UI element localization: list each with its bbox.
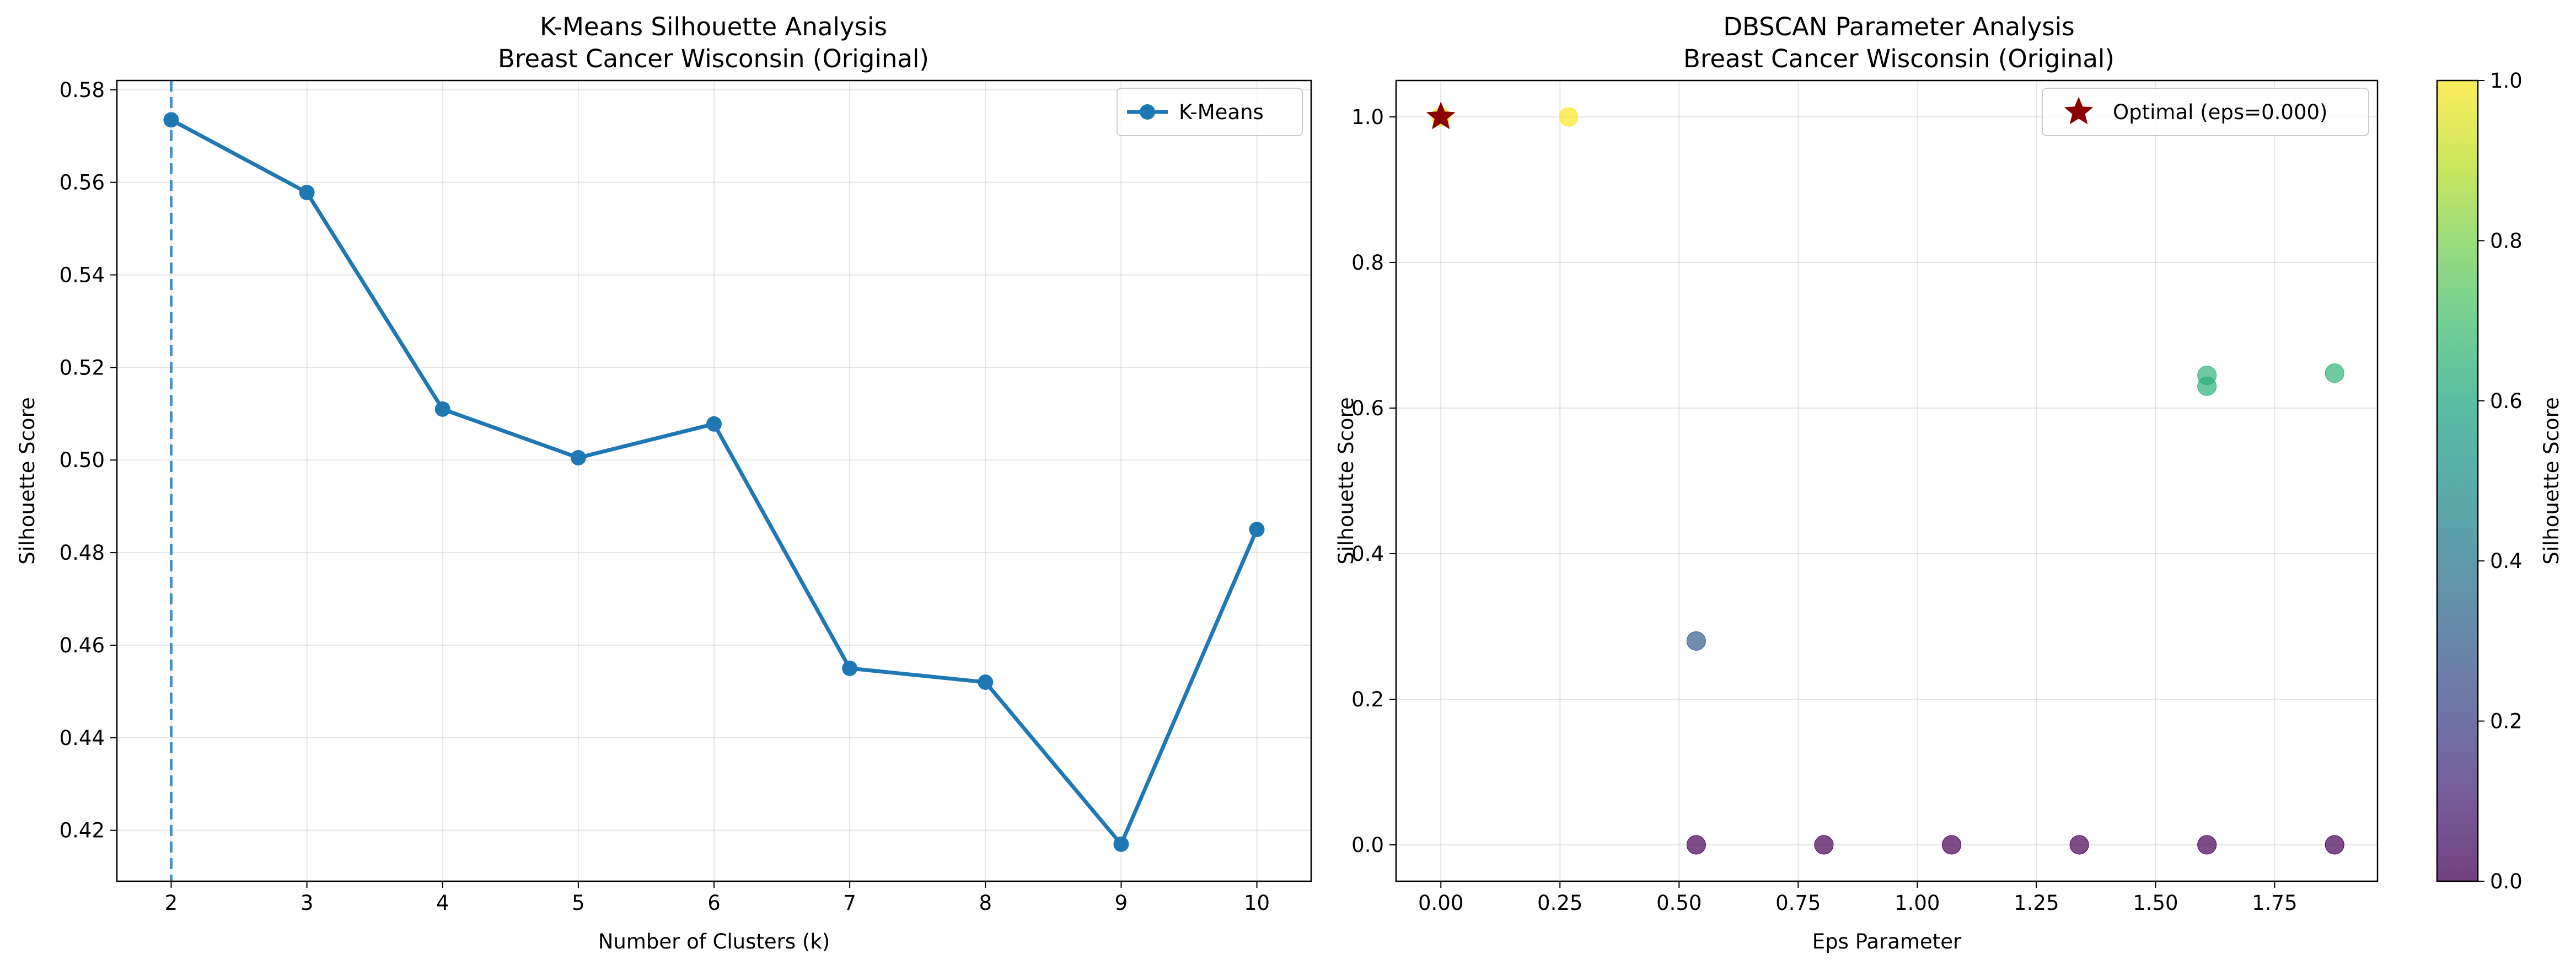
kmeans-x-axis-label: Number of Clusters (k) xyxy=(598,930,830,953)
dbscan-y-tick-label: 0.4 xyxy=(1351,542,1384,566)
dbscan-plot-frame xyxy=(1395,79,2379,882)
colorbar-tick-label: 0.0 xyxy=(2490,870,2523,893)
dbscan-legend: Optimal (eps=0.000) xyxy=(2042,88,2369,136)
kmeans-x-tick-label: 7 xyxy=(843,891,856,915)
kmeans-data-point xyxy=(706,416,722,432)
kmeans-data-point xyxy=(978,674,994,690)
kmeans-legend: K-Means xyxy=(1117,88,1303,136)
dbscan-data-point xyxy=(2325,363,2344,383)
dbscan-x-tick-label: 1.00 xyxy=(1895,891,1940,915)
dbscan-x-tick-label: 0.50 xyxy=(1656,891,1702,915)
colorbar-tick-label: 0.8 xyxy=(2490,229,2523,253)
kmeans-y-tick-label: 0.50 xyxy=(60,448,105,472)
dbscan-points xyxy=(1431,107,2344,855)
kmeans-y-tick-label: 0.52 xyxy=(60,356,105,379)
kmeans-y-tick-label: 0.58 xyxy=(60,78,105,102)
dbscan-data-point xyxy=(1942,835,1962,855)
dbscan-x-tick-label: 1.25 xyxy=(2014,891,2059,915)
dbscan-data-point xyxy=(2197,835,2217,855)
dbscan-x-tick-label: 0.75 xyxy=(1775,891,1821,915)
kmeans-x-tick-label: 8 xyxy=(979,891,992,915)
optimal-star-marker xyxy=(1426,101,1456,130)
kmeans-x-tick-label: 10 xyxy=(1244,891,1270,915)
dbscan-legend-label: Optimal (eps=0.000) xyxy=(2113,100,2327,124)
colorbar: 0.0 0.2 0.4 0.6 0.8 1.0 Silhouette Score xyxy=(2436,69,2563,893)
kmeans-y-axis-label: Silhouette Score xyxy=(15,397,39,565)
kmeans-legend-marker xyxy=(1140,104,1155,120)
kmeans-data-point xyxy=(299,185,315,201)
kmeans-x-tick-label: 6 xyxy=(707,891,721,915)
colorbar-label: Silhouette Score xyxy=(2540,397,2563,565)
kmeans-y-tick-label: 0.42 xyxy=(60,819,105,843)
kmeans-chart-title-line-1: K-Means Silhouette Analysis xyxy=(540,12,887,41)
dbscan-data-point xyxy=(2197,376,2217,396)
dbscan-x-tick-label: 0.25 xyxy=(1537,891,1582,915)
dbscan-ticks: 0.00 0.25 0.50 0.75 1.00 1.25 1.50 1.75 0.0 0.2 0.… xyxy=(1351,105,2297,915)
kmeans-chart-title-line-2: Breast Cancer Wisconsin (Original) xyxy=(498,44,929,73)
kmeans-x-tick-label: 9 xyxy=(1115,891,1128,915)
kmeans-legend-label: K-Means xyxy=(1179,100,1264,124)
kmeans-y-tick-label: 0.56 xyxy=(60,171,105,195)
kmeans-data-point xyxy=(434,401,450,417)
kmeans-series xyxy=(163,112,1265,852)
kmeans-chart: K-Means Silhouette Analysis Breast Cance… xyxy=(15,12,1312,953)
kmeans-data-point xyxy=(842,660,858,676)
kmeans-x-tick-label: 5 xyxy=(572,891,585,915)
dbscan-data-point xyxy=(2069,835,2089,855)
dbscan-data-point xyxy=(2325,835,2344,855)
colorbar-tick-label: 0.2 xyxy=(2490,710,2523,733)
kmeans-data-point xyxy=(1249,522,1265,538)
kmeans-data-point xyxy=(1113,836,1129,852)
kmeans-y-tick-label: 0.44 xyxy=(60,726,105,750)
kmeans-data-point xyxy=(163,112,179,128)
colorbar-gradient xyxy=(2437,81,2478,881)
dbscan-x-tick-label: 0.00 xyxy=(1418,891,1463,915)
dbscan-grid xyxy=(1396,81,2378,881)
dbscan-chart: DBSCAN Parameter Analysis Breast Cancer … xyxy=(1334,12,2379,953)
colorbar-ticks: 0.0 0.2 0.4 0.6 0.8 1.0 xyxy=(2478,69,2523,893)
dbscan-legend-box xyxy=(2042,88,2369,136)
dbscan-legend-star-icon xyxy=(2064,97,2094,125)
dbscan-data-point xyxy=(1559,107,1579,127)
dbscan-y-tick-label: 0.0 xyxy=(1351,833,1384,857)
dbscan-y-tick-label: 1.0 xyxy=(1351,105,1384,129)
kmeans-x-tick-label: 4 xyxy=(436,891,449,915)
kmeans-x-tick-label: 3 xyxy=(300,891,314,915)
kmeans-y-tick-label: 0.48 xyxy=(60,541,105,565)
kmeans-data-point xyxy=(570,450,586,466)
colorbar-tick-label: 0.4 xyxy=(2490,549,2523,573)
kmeans-y-tick-label: 0.54 xyxy=(60,264,105,287)
dbscan-data-point xyxy=(1814,835,1834,855)
dbscan-chart-title-line-2: Breast Cancer Wisconsin (Original) xyxy=(1683,44,2115,73)
dbscan-y-tick-label: 0.2 xyxy=(1351,688,1384,711)
dbscan-y-axis-label: Silhouette Score xyxy=(1334,397,1358,565)
kmeans-legend-box xyxy=(1117,88,1303,136)
kmeans-y-tick-label: 0.46 xyxy=(60,634,105,657)
dbscan-y-tick-label: 0.8 xyxy=(1351,251,1384,275)
colorbar-tick-label: 0.6 xyxy=(2490,389,2523,413)
dbscan-chart-title-line-1: DBSCAN Parameter Analysis xyxy=(1723,12,2074,41)
dbscan-y-tick-label: 0.6 xyxy=(1351,396,1384,420)
kmeans-x-tick-label: 2 xyxy=(165,891,178,915)
dbscan-x-tick-label: 1.50 xyxy=(2133,891,2178,915)
kmeans-ticks: 2 3 4 5 6 7 8 9 10 0.42 0.44 0.46 0.48 0.50 0.52 0.54 0.… xyxy=(60,78,1270,915)
dbscan-x-tick-label: 1.75 xyxy=(2252,891,2297,915)
dbscan-data-point xyxy=(1686,835,1706,855)
dbscan-x-axis-label: Eps Parameter xyxy=(1812,930,1962,953)
colorbar-tick-label: 1.0 xyxy=(2490,69,2523,93)
colorbar-frame xyxy=(2436,79,2479,882)
kmeans-grid xyxy=(117,81,1311,881)
dbscan-data-point xyxy=(1686,631,1706,651)
